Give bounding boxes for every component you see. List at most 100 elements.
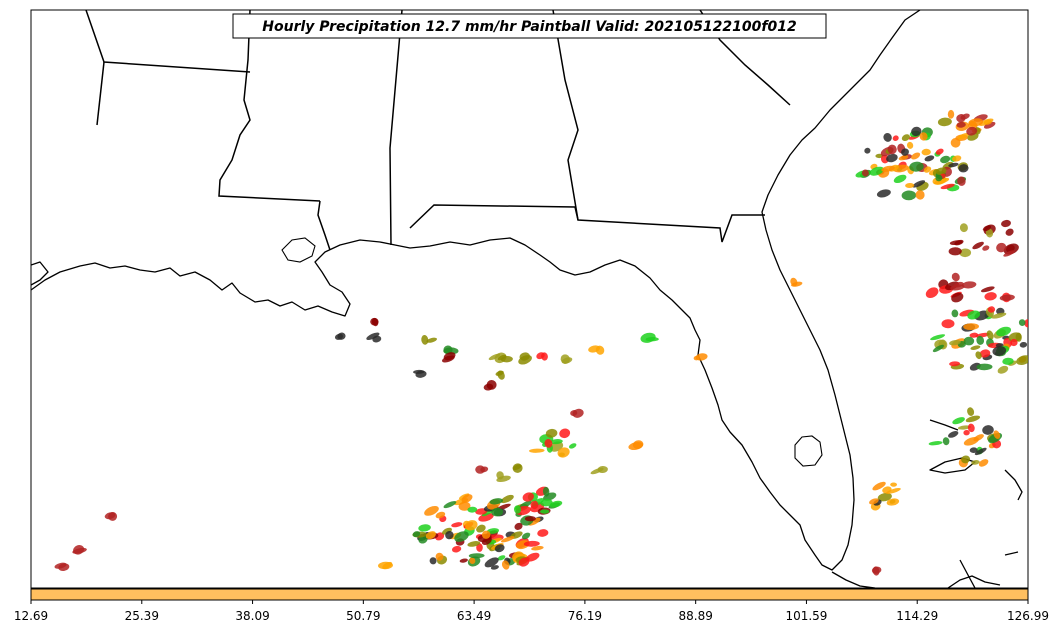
precip-paintball <box>969 332 979 338</box>
precip-paintball <box>640 332 656 343</box>
precip-paintball <box>882 486 892 494</box>
precip-paintball <box>500 536 515 543</box>
precip-paintball <box>919 132 928 141</box>
precip-paintball <box>488 353 501 361</box>
precip-paintball <box>987 306 996 313</box>
precip-paintball <box>893 174 907 184</box>
precip-paintball <box>1002 357 1014 365</box>
precip-paintball <box>1003 250 1015 257</box>
precip-paintball <box>980 286 995 293</box>
colorbar-tick-label: 114.29 <box>896 609 938 623</box>
precip-paintball <box>540 509 550 514</box>
precip-paintball <box>906 141 914 149</box>
precip-paintball <box>467 541 481 547</box>
precip-paintball <box>501 560 510 570</box>
colorbar-tick-label: 50.79 <box>346 609 380 623</box>
precip-paintball <box>693 355 700 361</box>
precip-paintball <box>557 447 570 458</box>
precip-paintball <box>892 135 899 141</box>
precip-paintball <box>890 482 897 487</box>
precip-paintball <box>976 335 985 345</box>
precip-paintball <box>956 114 966 123</box>
precip-paintball <box>952 417 965 425</box>
precip-paintball <box>525 552 540 562</box>
precip-paintball <box>942 437 950 446</box>
precip-paintball <box>975 351 982 360</box>
colorbar-tick-label: 12.69 <box>14 609 48 623</box>
bahamas-grand <box>929 419 959 431</box>
precip-paintball <box>961 281 977 289</box>
florida-keys <box>831 571 876 588</box>
colorbar-tick-label: 25.39 <box>125 609 159 623</box>
colorbar: 12.69 25.39 38.09 50.79 63.49 76.19 88.89 101.5… <box>14 588 1049 623</box>
precip-paintball <box>967 423 975 433</box>
precip-paintball <box>536 352 545 360</box>
precip-paintball <box>932 344 944 353</box>
precip-paintball <box>971 460 980 465</box>
precip-paintball <box>972 241 984 250</box>
la-ms-west-border <box>96 61 105 126</box>
precip-paintball <box>951 292 964 303</box>
precip-paintball <box>957 425 972 430</box>
precip-paintball <box>951 309 959 318</box>
precip-paintball <box>451 545 462 553</box>
precip-paintball <box>494 544 505 553</box>
precip-paintball <box>880 154 889 164</box>
precip-paintball <box>996 326 1012 337</box>
al-fl-border <box>409 204 765 243</box>
colorbar-ticks: 12.69 25.39 38.09 50.79 63.49 76.19 88.89 101.5… <box>14 600 1049 623</box>
precip-paintball <box>912 180 926 188</box>
precip-paintball <box>985 228 994 238</box>
precip-paintball <box>73 545 85 555</box>
precip-paintball <box>876 189 891 198</box>
precip-paintball <box>469 557 476 564</box>
precip-paintball <box>1024 319 1028 328</box>
colorbar-tick-label: 126.99 <box>1007 609 1049 623</box>
precip-paintball <box>999 294 1015 301</box>
precip-paintball <box>877 492 892 502</box>
precip-paintball <box>898 155 909 161</box>
colorbar-tick-label: 38.09 <box>235 609 269 623</box>
precip-paintball <box>497 555 506 561</box>
precip-paintball <box>970 345 981 350</box>
precip-paintball <box>948 431 959 438</box>
precip-paintball <box>514 522 523 530</box>
precip-paintball <box>869 166 884 176</box>
precip-paintball <box>958 164 969 173</box>
precip-paintball <box>979 349 991 358</box>
precip-paintball <box>568 443 577 449</box>
precip-paintball <box>967 407 975 416</box>
precip-paintball <box>486 379 497 390</box>
colorbar-tick-label: 88.89 <box>678 609 712 623</box>
precip-paintball <box>529 448 545 453</box>
precip-paintball <box>935 174 943 182</box>
al-ga-border <box>552 10 579 221</box>
ms-river-border <box>218 10 321 202</box>
precip-paintball <box>886 153 898 163</box>
precip-paintball <box>459 558 468 563</box>
precip-paintball <box>1019 341 1028 348</box>
precip-paintball <box>418 535 428 544</box>
precip-paintball <box>435 511 446 519</box>
precip-paintballs <box>54 109 1028 576</box>
precip-paintball <box>537 529 549 537</box>
ms-al-border <box>389 10 403 246</box>
bahamas-east <box>959 469 1023 588</box>
precip-paintball <box>963 323 979 331</box>
precip-paintball <box>468 553 485 559</box>
precip-paintball <box>883 132 892 142</box>
precip-paintball <box>467 506 478 513</box>
precip-paintball <box>530 500 539 510</box>
precip-paintball <box>937 117 952 127</box>
precip-paintball <box>1018 319 1026 326</box>
precip-paintball <box>963 429 970 436</box>
precip-paintball <box>924 155 935 162</box>
precip-paintball <box>921 148 931 156</box>
precip-paintball <box>497 370 505 380</box>
precip-paintball <box>1015 332 1022 342</box>
precip-paintball <box>421 335 429 345</box>
precip-paintball <box>935 148 944 155</box>
precip-paintball <box>991 312 1007 319</box>
precip-paintball <box>791 281 803 287</box>
